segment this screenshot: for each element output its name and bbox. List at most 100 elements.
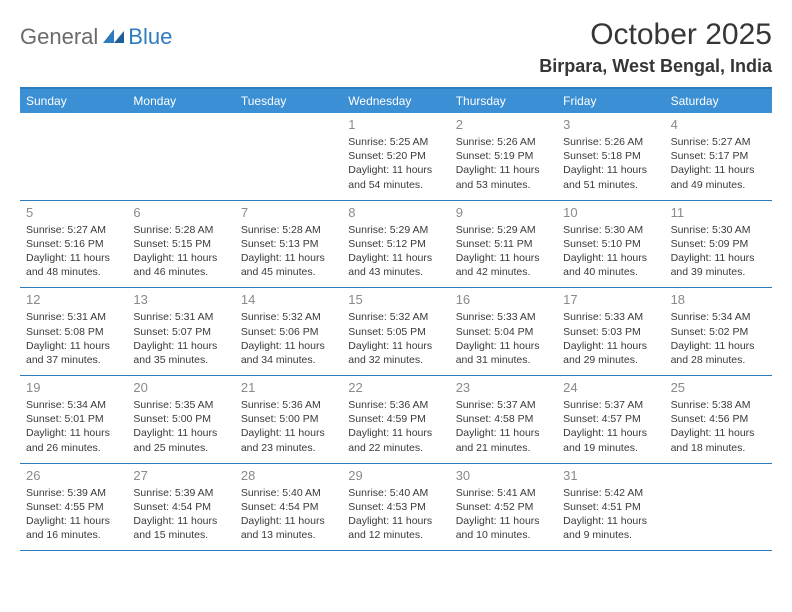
- day-cell: 20Sunrise: 5:35 AMSunset: 5:00 PMDayligh…: [127, 376, 234, 463]
- day-number: 30: [456, 468, 551, 483]
- daylight-line: Daylight: 11 hours and 21 minutes.: [456, 426, 551, 454]
- day-cell: 31Sunrise: 5:42 AMSunset: 4:51 PMDayligh…: [557, 464, 664, 551]
- day-cell: 25Sunrise: 5:38 AMSunset: 4:56 PMDayligh…: [665, 376, 772, 463]
- sunset-line: Sunset: 5:16 PM: [26, 237, 121, 251]
- day-number: 13: [133, 292, 228, 307]
- day-number: 5: [26, 205, 121, 220]
- sunrise-line: Sunrise: 5:29 AM: [456, 223, 551, 237]
- sunset-line: Sunset: 5:13 PM: [241, 237, 336, 251]
- day-info: Sunrise: 5:40 AMSunset: 4:53 PMDaylight:…: [348, 486, 443, 543]
- daylight-line: Daylight: 11 hours and 22 minutes.: [348, 426, 443, 454]
- sunrise-line: Sunrise: 5:31 AM: [133, 310, 228, 324]
- day-number: 12: [26, 292, 121, 307]
- daylight-line: Daylight: 11 hours and 39 minutes.: [671, 251, 766, 279]
- day-info: Sunrise: 5:37 AMSunset: 4:57 PMDaylight:…: [563, 398, 658, 455]
- sunset-line: Sunset: 4:58 PM: [456, 412, 551, 426]
- day-cell: 26Sunrise: 5:39 AMSunset: 4:55 PMDayligh…: [20, 464, 127, 551]
- day-number: 15: [348, 292, 443, 307]
- sunset-line: Sunset: 5:05 PM: [348, 325, 443, 339]
- sunrise-line: Sunrise: 5:26 AM: [563, 135, 658, 149]
- day-number: 25: [671, 380, 766, 395]
- day-cell: 15 Sunrise: 5:32 AMSunset: 5:05 PMDayligh…: [342, 288, 449, 375]
- daylight-line: Daylight: 11 hours and 34 minutes.: [241, 339, 336, 367]
- sunset-line: Sunset: 4:59 PM: [348, 412, 443, 426]
- daylight-line: Daylight: 11 hours and 29 minutes.: [563, 339, 658, 367]
- day-cell: 12 Sunrise: 5:31 AMSunset: 5:08 PMDayligh…: [20, 288, 127, 375]
- day-info: Sunrise: 5:29 AMSunset: 5:12 PMDaylight:…: [348, 223, 443, 280]
- day-info: Sunrise: 5:26 AMSunset: 5:19 PMDaylight:…: [456, 135, 551, 192]
- sunset-line: Sunset: 5:08 PM: [26, 325, 121, 339]
- day-number: 17: [563, 292, 658, 307]
- day-cell: 16Sunrise: 5:33 AMSunset: 5:04 PMDayligh…: [450, 288, 557, 375]
- sunset-line: Sunset: 5:12 PM: [348, 237, 443, 251]
- sunrise-line: Sunrise: 5:27 AM: [26, 223, 121, 237]
- day-number: 18: [671, 292, 766, 307]
- day-cell: 19Sunrise: 5:34 AMSunset: 5:01 PMDayligh…: [20, 376, 127, 463]
- sunrise-line: Sunrise: 5:25 AM: [348, 135, 443, 149]
- day-cell: 9 Sunrise: 5:29 AMSunset: 5:11 PMDaylight…: [450, 201, 557, 288]
- daylight-line: Daylight: 11 hours and 40 minutes.: [563, 251, 658, 279]
- day-number: 23: [456, 380, 551, 395]
- sunrise-line: Sunrise: 5:42 AM: [563, 486, 658, 500]
- day-number: 9: [456, 205, 551, 220]
- sunset-line: Sunset: 5:17 PM: [671, 149, 766, 163]
- day-info: Sunrise: 5:27 AMSunset: 5:17 PMDaylight:…: [671, 135, 766, 192]
- sunrise-line: Sunrise: 5:41 AM: [456, 486, 551, 500]
- daylight-line: Daylight: 11 hours and 26 minutes.: [26, 426, 121, 454]
- day-number: 8: [348, 205, 443, 220]
- day-info: Sunrise: 5:32 AMSunset: 5:05 PMDaylight:…: [348, 310, 443, 367]
- day-cell: 5Sunrise: 5:27 AMSunset: 5:16 PMDaylight…: [20, 201, 127, 288]
- sunset-line: Sunset: 4:53 PM: [348, 500, 443, 514]
- day-info: Sunrise: 5:42 AMSunset: 4:51 PMDaylight:…: [563, 486, 658, 543]
- logo-mark-icon: [103, 27, 125, 48]
- day-info: Sunrise: 5:36 AMSunset: 4:59 PMDaylight:…: [348, 398, 443, 455]
- day-number: 29: [348, 468, 443, 483]
- day-number: 11: [671, 205, 766, 220]
- day-info: Sunrise: 5:29 AMSunset: 5:11 PMDaylight:…: [456, 223, 551, 280]
- sunset-line: Sunset: 5:00 PM: [133, 412, 228, 426]
- sunset-line: Sunset: 5:18 PM: [563, 149, 658, 163]
- day-number: 24: [563, 380, 658, 395]
- weeks-container: 1Sunrise: 5:25 AMSunset: 5:20 PMDaylight…: [20, 113, 772, 551]
- day-cell: 30Sunrise: 5:41 AMSunset: 4:52 PMDayligh…: [450, 464, 557, 551]
- day-header: Wednesday: [342, 89, 449, 113]
- daylight-line: Daylight: 11 hours and 9 minutes.: [563, 514, 658, 542]
- daylight-line: Daylight: 11 hours and 35 minutes.: [133, 339, 228, 367]
- daylight-line: Daylight: 11 hours and 19 minutes.: [563, 426, 658, 454]
- sunset-line: Sunset: 5:07 PM: [133, 325, 228, 339]
- day-number: 2: [456, 117, 551, 132]
- day-number: 22: [348, 380, 443, 395]
- daylight-line: Daylight: 11 hours and 18 minutes.: [671, 426, 766, 454]
- daylight-line: Daylight: 11 hours and 28 minutes.: [671, 339, 766, 367]
- day-info: Sunrise: 5:32 AMSunset: 5:06 PMDaylight:…: [241, 310, 336, 367]
- day-number: 14: [241, 292, 336, 307]
- day-info: Sunrise: 5:28 AMSunset: 5:13 PMDaylight:…: [241, 223, 336, 280]
- sunset-line: Sunset: 5:11 PM: [456, 237, 551, 251]
- day-info: Sunrise: 5:34 AMSunset: 5:01 PMDaylight:…: [26, 398, 121, 455]
- sunrise-line: Sunrise: 5:29 AM: [348, 223, 443, 237]
- day-info: Sunrise: 5:30 AMSunset: 5:09 PMDaylight:…: [671, 223, 766, 280]
- daylight-line: Daylight: 11 hours and 43 minutes.: [348, 251, 443, 279]
- day-number: 6: [133, 205, 228, 220]
- daylight-line: Daylight: 11 hours and 16 minutes.: [26, 514, 121, 542]
- day-number: 26: [26, 468, 121, 483]
- day-number: 28: [241, 468, 336, 483]
- blank-cell: [127, 113, 234, 200]
- daylight-line: Daylight: 11 hours and 42 minutes.: [456, 251, 551, 279]
- day-cell: 4Sunrise: 5:27 AMSunset: 5:17 PMDaylight…: [665, 113, 772, 200]
- daylight-line: Daylight: 11 hours and 10 minutes.: [456, 514, 551, 542]
- day-header: Monday: [127, 89, 234, 113]
- day-info: Sunrise: 5:26 AMSunset: 5:18 PMDaylight:…: [563, 135, 658, 192]
- day-cell: 10Sunrise: 5:30 AMSunset: 5:10 PMDayligh…: [557, 201, 664, 288]
- day-info: Sunrise: 5:35 AMSunset: 5:00 PMDaylight:…: [133, 398, 228, 455]
- sunset-line: Sunset: 5:06 PM: [241, 325, 336, 339]
- day-info: Sunrise: 5:25 AMSunset: 5:20 PMDaylight:…: [348, 135, 443, 192]
- sunrise-line: Sunrise: 5:36 AM: [348, 398, 443, 412]
- daylight-line: Daylight: 11 hours and 54 minutes.: [348, 163, 443, 191]
- sunset-line: Sunset: 5:19 PM: [456, 149, 551, 163]
- day-cell: 3Sunrise: 5:26 AMSunset: 5:18 PMDaylight…: [557, 113, 664, 200]
- day-info: Sunrise: 5:31 AMSunset: 5:08 PMDaylight:…: [26, 310, 121, 367]
- sunset-line: Sunset: 5:20 PM: [348, 149, 443, 163]
- blank-cell: [20, 113, 127, 200]
- week-row: 1Sunrise: 5:25 AMSunset: 5:20 PMDaylight…: [20, 113, 772, 201]
